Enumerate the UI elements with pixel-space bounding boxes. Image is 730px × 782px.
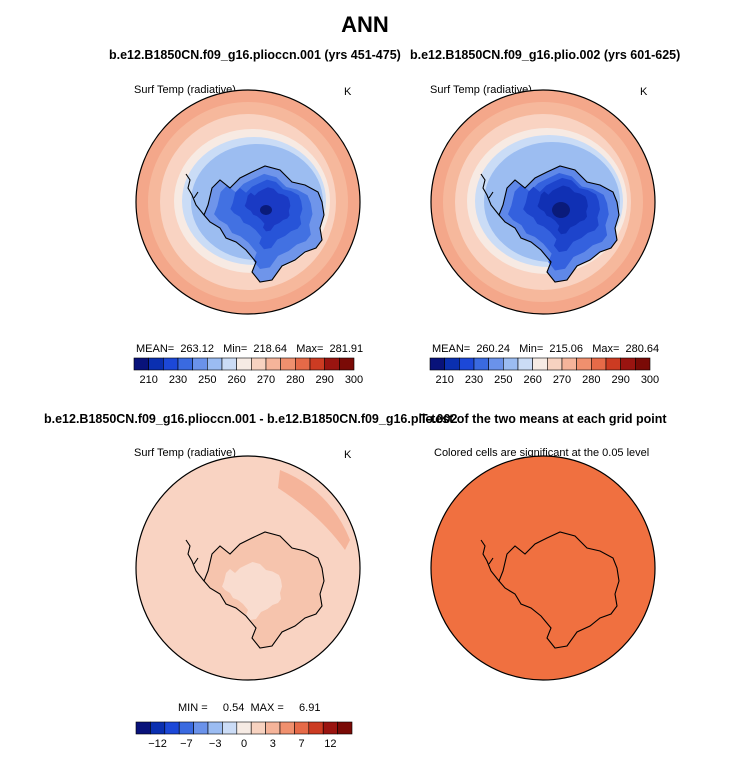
colorbar-box (576, 357, 592, 371)
colorbar-box (222, 721, 238, 735)
colorbar-box (164, 721, 180, 735)
colorbar-tick-label: 250 (494, 374, 512, 386)
colorbar-box (309, 357, 325, 371)
colorbar-box (295, 357, 311, 371)
colorbar-box (444, 357, 460, 371)
colorbar-box (488, 357, 504, 371)
colorbar-box (251, 357, 267, 371)
colorbar-box (591, 357, 607, 371)
colorbar-box (221, 357, 237, 371)
colorbar-tick-label: −7 (180, 738, 193, 750)
colorbar-box (294, 721, 310, 735)
colorbar-tick-label: 260 (227, 374, 245, 386)
colorbar-tick-label: 280 (582, 374, 600, 386)
colorbar-box (193, 721, 209, 735)
panel3-title: b.e12.B1850CN.f09_g16.plioccn.001 - b.e1… (44, 412, 458, 426)
colorbar-tick-label: 7 (299, 738, 305, 750)
panel3-subtitle: Surf Temp (radiative) (134, 447, 236, 459)
panel2-stats: MEAN= 260.24 Min= 215.06 Max= 280.64 (432, 343, 660, 355)
colorbar-box (265, 357, 281, 371)
colorbar-box (517, 357, 533, 371)
colorbar-panel2: 210 230 250 260 270 280 290 300 (429, 357, 659, 386)
colorbar-tick-label: 270 (553, 374, 571, 386)
map-panel3 (135, 455, 361, 681)
colorbar-box (459, 357, 475, 371)
colorbar-box (635, 357, 651, 371)
colorbar-box (620, 357, 636, 371)
panel1-title: b.e12.B1850CN.f09_g16.plioccn.001 (yrs 4… (109, 48, 401, 62)
colorbar-panel1: 210 230 250 260 270 280 290 300 (133, 357, 363, 386)
panel2-title: b.e12.B1850CN.f09_g16.plio.002 (yrs 601-… (410, 48, 681, 62)
colorbar-tick-label: 210 (435, 374, 453, 386)
colorbar-box (547, 357, 563, 371)
colorbar-box (503, 357, 519, 371)
panel4-title: T-test of the two means at each grid poi… (420, 412, 667, 426)
panel2-subtitle: Surf Temp (radiative) (430, 84, 532, 96)
colorbar-tick-label: 290 (611, 374, 629, 386)
colorbar-tick-label: 230 (465, 374, 483, 386)
colorbar-box (532, 357, 548, 371)
colorbar-tick-label: 300 (345, 374, 363, 386)
map-panel1 (135, 89, 361, 315)
colorbar-box (265, 721, 281, 735)
colorbar-box (339, 357, 355, 371)
colorbar-box (308, 721, 324, 735)
colorbar-tick-label: 0 (241, 738, 247, 750)
colorbar-tick-label: 300 (641, 374, 659, 386)
colorbar-tick-label: 250 (198, 374, 216, 386)
map-panel4 (430, 455, 656, 681)
colorbar-tick-label: 270 (257, 374, 275, 386)
panel3-units: K (344, 449, 352, 461)
colorbar-box (178, 721, 194, 735)
colorbar-tick-label: 12 (324, 738, 336, 750)
colorbar-box (429, 357, 445, 371)
colorbar-box (473, 357, 489, 371)
colorbar-box (236, 721, 252, 735)
colorbar-box (135, 721, 151, 735)
figure-title: ANN (341, 12, 389, 37)
panel1-units: K (344, 86, 352, 98)
colorbar-tick-label: 290 (315, 374, 333, 386)
colorbar-box (192, 357, 208, 371)
colorbar-box (250, 721, 266, 735)
colorbar-box (337, 721, 353, 735)
colorbar-box (280, 357, 296, 371)
colorbar-box (207, 721, 223, 735)
colorbar-box (207, 357, 223, 371)
colorbar-box (163, 357, 179, 371)
colorbar-tick-label: 230 (169, 374, 187, 386)
colorbar-tick-label: 3 (270, 738, 276, 750)
colorbar-tick-label: 280 (286, 374, 304, 386)
colorbar-box (133, 357, 149, 371)
colorbar-tick-label: −12 (148, 738, 167, 750)
colorbar-box (322, 721, 338, 735)
colorbar-tick-label: 210 (139, 374, 157, 386)
colorbar-box (177, 357, 193, 371)
panel1-subtitle: Surf Temp (radiative) (134, 84, 236, 96)
panel4-subtitle: Colored cells are significant at the 0.0… (434, 447, 650, 459)
colorbar-tick-label: 260 (523, 374, 541, 386)
panel2-units: K (640, 86, 648, 98)
colorbar-tick-label: −3 (209, 738, 222, 750)
panel1-stats: MEAN= 263.12 Min= 218.64 Max= 281.91 (136, 343, 364, 355)
panel3-stats: MIN = 0.54 MAX = 6.91 (178, 702, 321, 714)
colorbar-panel3: −12 −7 −3 0 3 7 12 (135, 721, 353, 750)
colorbar-box (324, 357, 340, 371)
colorbar-box (150, 721, 166, 735)
map-panel2 (430, 89, 656, 315)
colorbar-box (279, 721, 295, 735)
colorbar-box (236, 357, 252, 371)
colorbar-box (561, 357, 577, 371)
colorbar-box (605, 357, 621, 371)
colorbar-box (148, 357, 164, 371)
